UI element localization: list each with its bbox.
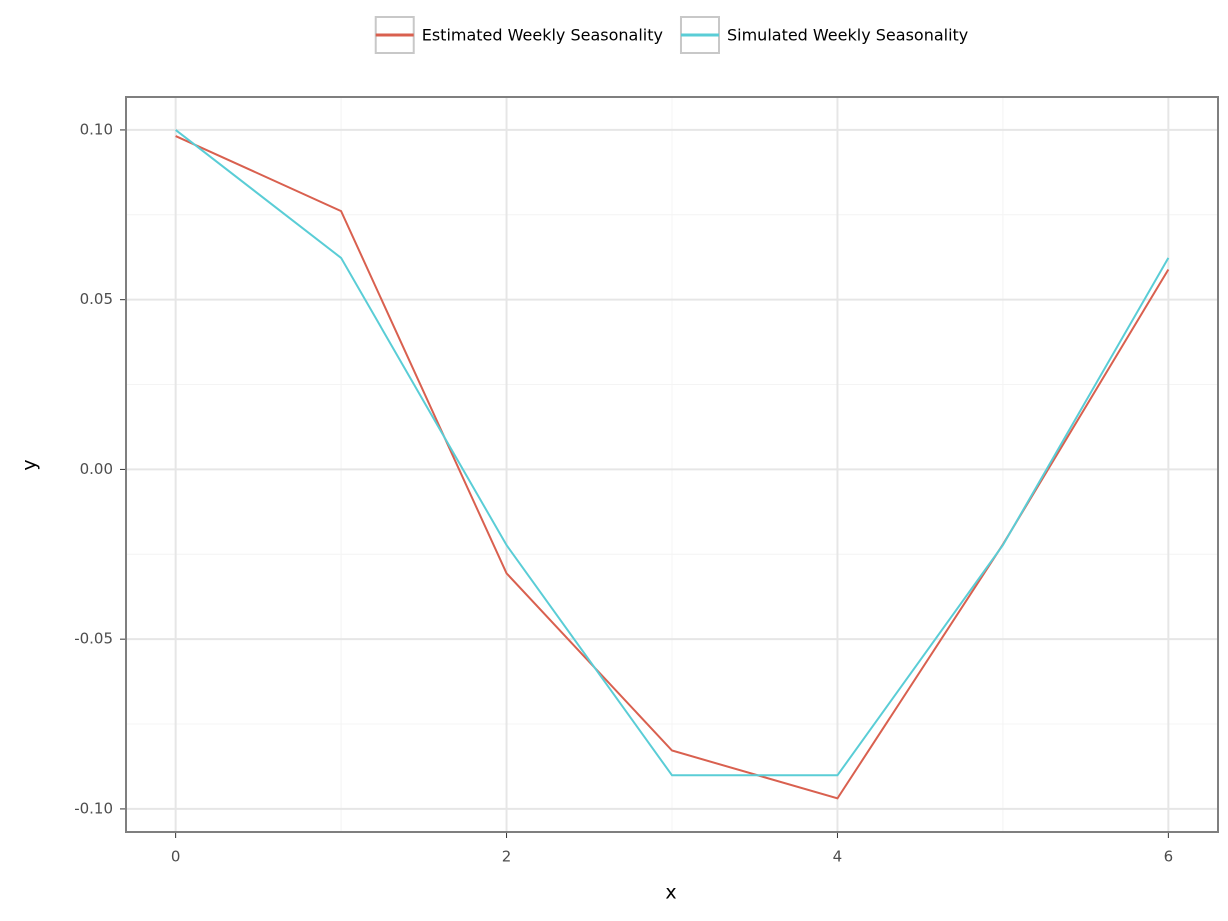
x-tick-label: 2 bbox=[502, 848, 512, 866]
panel-border bbox=[125, 96, 1219, 833]
y-tick-label: 0.10 bbox=[80, 120, 113, 138]
y-tick-label: 0.00 bbox=[80, 460, 113, 478]
legend-label: Simulated Weekly Seasonality bbox=[727, 26, 968, 45]
x-tick-label: 6 bbox=[1164, 848, 1174, 866]
x-tick-label: 4 bbox=[833, 848, 843, 866]
y-tick-label: -0.10 bbox=[74, 799, 113, 817]
x-axis-title: x bbox=[665, 882, 676, 904]
series-line bbox=[175, 129, 1170, 777]
y-tick-label: -0.05 bbox=[74, 630, 113, 648]
y-axis-title: y bbox=[19, 459, 41, 470]
x-tick-label: 0 bbox=[171, 848, 181, 866]
y-tick-label: 0.05 bbox=[80, 290, 113, 308]
legend-label: Estimated Weekly Seasonality bbox=[422, 26, 663, 45]
